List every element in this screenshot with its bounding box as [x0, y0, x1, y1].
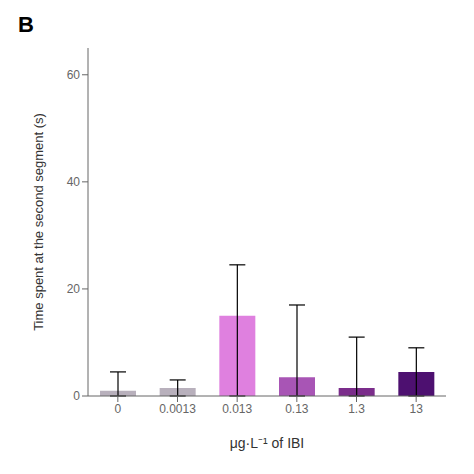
svg-text:20: 20 [67, 282, 81, 296]
svg-text:0: 0 [114, 402, 121, 416]
svg-text:13: 13 [409, 402, 423, 416]
svg-text:1.3: 1.3 [348, 402, 365, 416]
svg-text:0.0013: 0.0013 [159, 402, 196, 416]
svg-text:0.13: 0.13 [285, 402, 309, 416]
svg-text:0: 0 [73, 389, 80, 403]
svg-text:60: 60 [67, 68, 81, 82]
svg-text:0.013: 0.013 [222, 402, 252, 416]
html-text:B: B [18, 12, 34, 37]
svg-text:Time spent at the second segme: Time spent at the second segment (s) [31, 113, 46, 331]
svg-text:40: 40 [67, 175, 81, 189]
svg-text:μg·L⁻¹ of IBI: μg·L⁻¹ of IBI [230, 435, 305, 451]
